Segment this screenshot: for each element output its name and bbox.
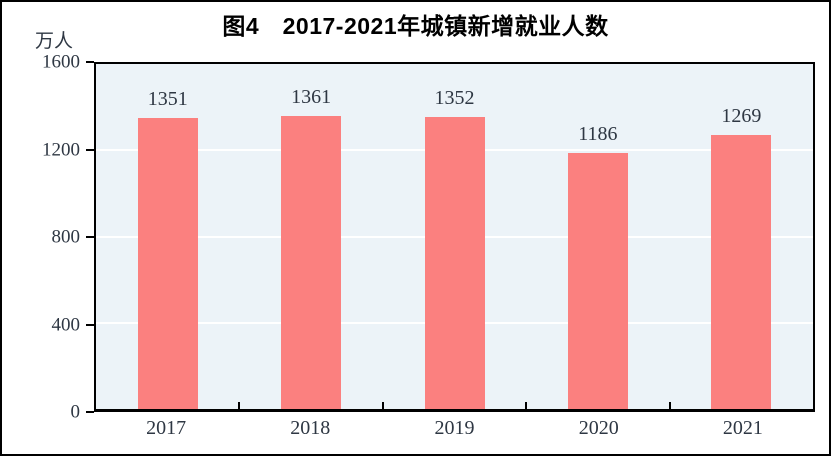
y-tick-label-1200: 1200	[42, 139, 80, 160]
x-tick-label-2018: 2018	[290, 417, 331, 439]
plot-area: 1351 1361 1352 1186 1269	[94, 62, 815, 412]
x-tick-label-2020: 2020	[578, 417, 619, 439]
y-axis-labels: 0 400 800 1200 1600	[2, 53, 81, 422]
bar-value-label-2017: 1351	[147, 87, 188, 110]
bar-value-label-2019: 1352	[434, 87, 475, 110]
bar-2020	[567, 153, 628, 409]
bar-value-label-2021: 1269	[721, 105, 762, 128]
bar-2019	[424, 117, 485, 409]
x-axis-tick-4	[668, 402, 671, 409]
bar-value-label-2018: 1361	[291, 85, 332, 108]
x-axis-tick-3	[525, 402, 528, 409]
x-axis-labels: 2017 2018 2019 2020 2021	[94, 417, 815, 440]
y-tick-label-0: 0	[70, 401, 81, 423]
y-axis-unit-label: 万人	[35, 31, 74, 52]
y-tick-mark-0	[86, 411, 94, 413]
x-axis-tick-2	[381, 402, 384, 409]
y-tick-mark-400	[86, 323, 94, 326]
y-tick-mark-1600	[86, 61, 94, 63]
y-tick-label-400: 400	[51, 314, 81, 335]
x-tick-label-2019: 2019	[434, 417, 475, 439]
bar-slot-2021: 1269	[670, 64, 813, 409]
bar-2017	[137, 117, 198, 409]
y-axis-ticks	[86, 61, 94, 413]
chart-title: 图4 2017-2021年城镇新增就业人数	[222, 13, 609, 39]
bar-value-label-2020: 1186	[578, 123, 618, 146]
bar-2018	[281, 115, 342, 409]
x-tick-label-2021: 2021	[722, 417, 763, 439]
y-tick-mark-800	[86, 236, 94, 238]
y-tick-label-800: 800	[51, 226, 81, 248]
bar-slot-2019: 1352	[383, 64, 526, 409]
bar-2021	[711, 135, 772, 409]
x-axis-tick-1	[238, 402, 241, 409]
x-tick-label-2017: 2017	[146, 417, 187, 439]
bar-slot-2020: 1186	[526, 64, 669, 409]
bar-slot-2017: 1351	[96, 64, 239, 409]
y-tick-mark-1200	[86, 148, 94, 151]
y-tick-label-1600: 1600	[42, 51, 80, 73]
bars-container: 1351 1361 1352 1186 1269	[96, 64, 813, 409]
bar-slot-2018: 1361	[239, 64, 382, 409]
